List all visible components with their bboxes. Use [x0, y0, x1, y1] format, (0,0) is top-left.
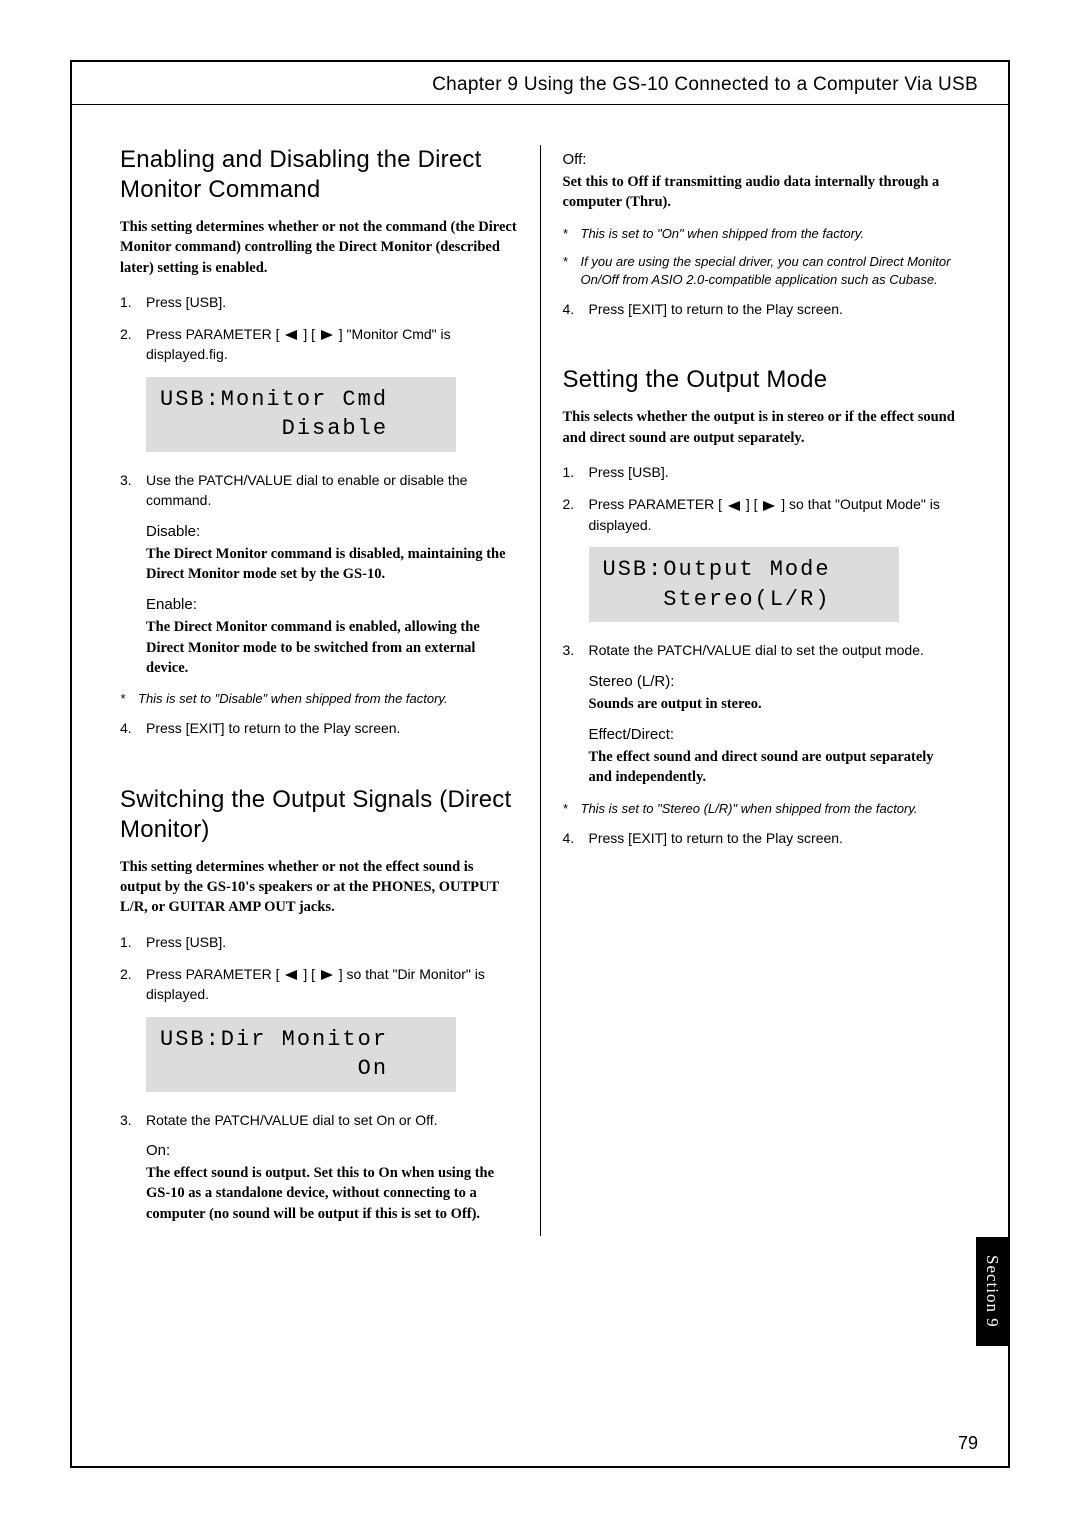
- option-label: Disable:: [146, 523, 518, 540]
- content-columns: Enabling and Disabling the Direct Monito…: [72, 105, 1008, 1256]
- step-number: 3.: [120, 1110, 146, 1130]
- lcd-display: USB:Output Mode Stereo(L/R): [589, 547, 899, 622]
- section-title: Switching the Output Signals (Direct Mon…: [120, 785, 518, 845]
- arrow-right-icon: [763, 501, 775, 511]
- arrow-left-icon: [285, 970, 297, 980]
- step-text: Press PARAMETER [ ] [ ] so that "Output …: [589, 494, 961, 535]
- step-text: Press PARAMETER [ ] [ ] so that "Dir Mon…: [146, 964, 518, 1005]
- step-item: 2. Press PARAMETER [ ] [ ] "Monitor Cmd"…: [120, 324, 518, 365]
- step-text: Press [EXIT] to return to the Play scree…: [146, 718, 518, 738]
- asterisk-icon: *: [563, 800, 581, 818]
- step-text: Press [USB].: [589, 462, 961, 482]
- step-item: 4. Press [EXIT] to return to the Play sc…: [563, 828, 961, 848]
- option-label: Stereo (L/R):: [589, 673, 961, 690]
- option-label: On:: [146, 1142, 518, 1159]
- footnote-text: This is set to "Disable" when shipped fr…: [138, 690, 518, 708]
- step-number: 4.: [563, 299, 589, 319]
- lcd-display: USB:Dir Monitor On: [146, 1017, 456, 1092]
- footnote: * If you are using the special driver, y…: [563, 253, 961, 289]
- step-text: Use the PATCH/VALUE dial to enable or di…: [146, 470, 518, 511]
- step-text: Press [EXIT] to return to the Play scree…: [589, 299, 961, 319]
- option-label: Effect/Direct:: [589, 726, 961, 743]
- option-description: The effect sound is output. Set this to …: [146, 1163, 518, 1224]
- option-description: The Direct Monitor command is disabled, …: [146, 544, 518, 585]
- spacer: [563, 331, 961, 365]
- step-fragment: ] [: [299, 966, 318, 982]
- step-number: 1.: [563, 462, 589, 482]
- step-number: 3.: [120, 470, 146, 511]
- step-text: Rotate the PATCH/VALUE dial to set On or…: [146, 1110, 518, 1130]
- step-text: Press [EXIT] to return to the Play scree…: [589, 828, 961, 848]
- step-number: 2.: [563, 494, 589, 535]
- step-fragment: Press PARAMETER [: [589, 496, 726, 512]
- option-label: Enable:: [146, 596, 518, 613]
- step-number: 1.: [120, 292, 146, 312]
- option-label: Off:: [563, 151, 961, 168]
- footnote-text: This is set to "Stereo (L/R)" when shipp…: [581, 800, 961, 818]
- asterisk-icon: *: [120, 690, 138, 708]
- step-item: 2. Press PARAMETER [ ] [ ] so that "Outp…: [563, 494, 961, 535]
- footnote-text: This is set to "On" when shipped from th…: [581, 225, 961, 243]
- step-item: 3. Rotate the PATCH/VALUE dial to set On…: [120, 1110, 518, 1130]
- step-item: 4. Press [EXIT] to return to the Play sc…: [563, 299, 961, 319]
- asterisk-icon: *: [563, 225, 581, 243]
- step-number: 2.: [120, 324, 146, 365]
- footnote: * This is set to "Stereo (L/R)" when shi…: [563, 800, 961, 818]
- step-number: 1.: [120, 932, 146, 952]
- step-text: Rotate the PATCH/VALUE dial to set the o…: [589, 640, 961, 660]
- step-fragment: ] [: [299, 326, 318, 342]
- step-item: 1. Press [USB].: [120, 932, 518, 952]
- step-item: 1. Press [USB].: [120, 292, 518, 312]
- step-fragment: Press PARAMETER [: [146, 966, 283, 982]
- step-item: 3. Use the PATCH/VALUE dial to enable or…: [120, 470, 518, 511]
- step-text: Press [USB].: [146, 292, 518, 312]
- step-item: 4. Press [EXIT] to return to the Play sc…: [120, 718, 518, 738]
- step-fragment: Press PARAMETER [: [146, 326, 283, 342]
- footnote: * This is set to "Disable" when shipped …: [120, 690, 518, 708]
- lcd-display: USB:Monitor Cmd Disable: [146, 377, 456, 452]
- chapter-header: Chapter 9 Using the GS-10 Connected to a…: [72, 62, 1008, 105]
- arrow-right-icon: [321, 330, 333, 340]
- arrow-left-icon: [728, 501, 740, 511]
- section-title: Setting the Output Mode: [563, 365, 961, 395]
- option-description: Sounds are output in stereo.: [589, 694, 961, 714]
- section-title: Enabling and Disabling the Direct Monito…: [120, 145, 518, 205]
- page-number: 79: [958, 1433, 978, 1454]
- spacer: [120, 751, 518, 785]
- section-intro: This setting determines whether or not t…: [120, 217, 518, 278]
- option-description: The effect sound and direct sound are ou…: [589, 747, 961, 788]
- step-number: 4.: [120, 718, 146, 738]
- arrow-left-icon: [285, 330, 297, 340]
- page-frame: Chapter 9 Using the GS-10 Connected to a…: [70, 60, 1010, 1468]
- section-tab: Section 9: [976, 1237, 1008, 1346]
- step-number: 3.: [563, 640, 589, 660]
- left-column: Enabling and Disabling the Direct Monito…: [102, 145, 541, 1236]
- footnote-text: If you are using the special driver, you…: [581, 253, 961, 289]
- option-description: The Direct Monitor command is enabled, a…: [146, 617, 518, 678]
- asterisk-icon: *: [563, 253, 581, 289]
- step-item: 3. Rotate the PATCH/VALUE dial to set th…: [563, 640, 961, 660]
- section-intro: This selects whether the output is in st…: [563, 407, 961, 448]
- step-text: Press PARAMETER [ ] [ ] "Monitor Cmd" is…: [146, 324, 518, 365]
- step-number: 2.: [120, 964, 146, 1005]
- footnote: * This is set to "On" when shipped from …: [563, 225, 961, 243]
- step-item: 2. Press PARAMETER [ ] [ ] so that "Dir …: [120, 964, 518, 1005]
- arrow-right-icon: [321, 970, 333, 980]
- section-intro: This setting determines whether or not t…: [120, 857, 518, 918]
- step-number: 4.: [563, 828, 589, 848]
- step-fragment: ] [: [742, 496, 761, 512]
- step-item: 1. Press [USB].: [563, 462, 961, 482]
- right-column: Off: Set this to Off if transmitting aud…: [541, 145, 979, 1236]
- option-description: Set this to Off if transmitting audio da…: [563, 172, 961, 213]
- step-text: Press [USB].: [146, 932, 518, 952]
